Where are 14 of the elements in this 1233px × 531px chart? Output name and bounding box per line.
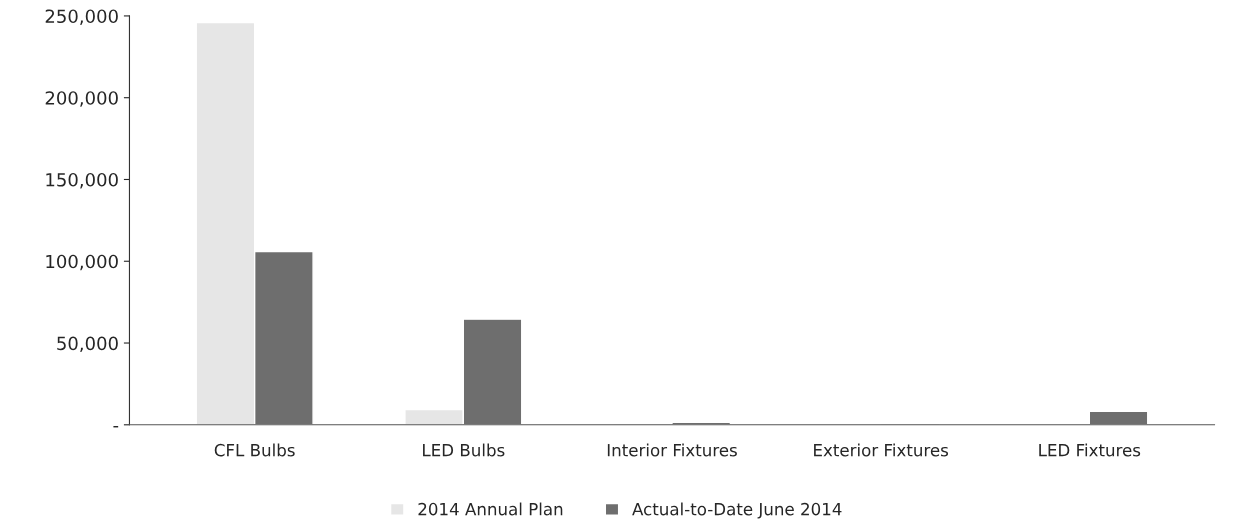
x-tick-label: Interior Fixtures	[607, 443, 737, 457]
y-tick-label: 150,000	[46, 172, 118, 189]
x-tick-label: LED Bulbs	[423, 443, 505, 457]
y-tick-label: 100,000	[46, 254, 118, 271]
legend-label: 2014 Annual Plan	[418, 502, 563, 516]
x-tick-label: CFL Bulbs	[214, 443, 295, 457]
legend-label: Actual-to-Date June 2014	[632, 502, 842, 519]
x-tick-label: Exterior Fixtures	[814, 443, 949, 457]
y-tick-label: 200,000	[45, 91, 118, 107]
x-tick-label: LED Fixtures	[1039, 443, 1141, 457]
y-tick-label: -	[113, 425, 119, 428]
y-tick-label: 50,000	[57, 336, 118, 352]
bar	[1088, 410, 1149, 425]
y-tick-label: 250,000	[45, 9, 118, 25]
